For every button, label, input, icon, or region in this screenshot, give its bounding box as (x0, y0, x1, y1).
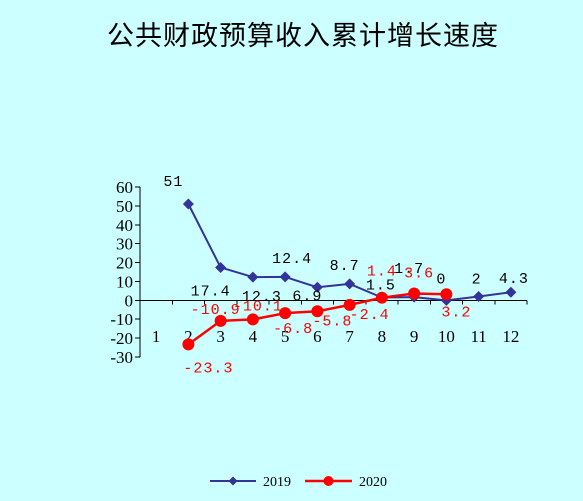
x-tick-label: 2 (184, 327, 193, 346)
data-point-diamond (311, 281, 323, 293)
x-tick-label: 3 (216, 327, 225, 346)
data-point-circle (311, 305, 324, 318)
data-point-circle (182, 338, 195, 351)
series-2020 (182, 287, 453, 351)
data-point-diamond (215, 261, 227, 273)
data-label: 12.4 (272, 251, 312, 268)
data-label: 3.2 (441, 304, 471, 321)
data-point-circle (343, 298, 356, 311)
x-tick-label: 11 (470, 327, 486, 346)
data-point-diamond (344, 278, 356, 290)
data-label: 6.9 (292, 288, 322, 305)
data-label: 1.4 (367, 264, 397, 281)
y-tick-label: 20 (116, 254, 133, 273)
x-tick-label: 7 (345, 327, 354, 346)
data-label: 17.4 (191, 283, 231, 300)
legend-item-2020: 2020 (305, 475, 387, 490)
x-tick-label: 4 (249, 327, 258, 346)
legend-label: 2019 (263, 475, 291, 490)
chart-title: 公共财政预算收入累计增长速度 (107, 21, 499, 52)
data-point-circle (375, 291, 388, 304)
data-point-diamond (505, 286, 517, 298)
series-2019 (182, 198, 517, 306)
y-tick-label: 0 (125, 291, 134, 310)
x-tick-label: 5 (281, 327, 290, 346)
y-tick-label: 10 (116, 272, 133, 291)
data-label: 1.5 (366, 278, 396, 295)
data-label: 4.3 (499, 271, 529, 288)
data-label: 0 (436, 271, 446, 288)
data-label: 8.7 (330, 258, 360, 275)
y-tick-label: 60 (116, 178, 133, 197)
data-label: 12.3 (242, 289, 282, 306)
x-tick-label: 12 (502, 327, 519, 346)
x-tick-label: 6 (313, 327, 322, 346)
data-point-circle (246, 313, 259, 326)
legend-diamond-marker (228, 476, 238, 486)
y-tick-label: -30 (110, 348, 133, 367)
data-labels-2020: -23.3 -10.9-10.1 -6.8 -5.8-2.4 1.4 3.6 3.2 (183, 264, 471, 378)
legend-item-2019: 2019 (210, 475, 291, 490)
data-label: 3.6 (404, 266, 434, 283)
x-tick-label: 1 (152, 327, 161, 346)
data-point-diamond (182, 198, 194, 210)
legend-circle-marker (323, 476, 334, 486)
x-tick-label: 8 (378, 327, 387, 346)
legend-label: 2020 (359, 475, 387, 490)
x-tick-label: 10 (438, 327, 455, 346)
data-labels-2019: 51 17.4 12.3 12.4 6.9 8.7 1.51.7 0 2 4.3 (163, 174, 529, 306)
data-point-diamond (473, 291, 485, 303)
data-point-diamond (247, 271, 259, 283)
legend: 2019 2020 (210, 475, 387, 490)
data-label: -5.8 (312, 313, 352, 330)
y-tick-label: -20 (110, 329, 133, 348)
y-tick-label: -10 (110, 310, 133, 329)
data-label: -10.9 (191, 302, 241, 319)
y-tick-label: 30 (116, 235, 133, 254)
data-point-circle (440, 288, 453, 301)
data-label: -2.4 (350, 307, 390, 324)
data-point-circle (214, 314, 227, 327)
data-label: -10.1 (233, 298, 283, 315)
data-label: 2 (472, 272, 482, 289)
data-label: -6.8 (273, 321, 313, 338)
data-point-circle (279, 307, 292, 320)
x-tick-label: 9 (410, 327, 419, 346)
data-label: -23.3 (183, 360, 233, 377)
data-point-circle (408, 287, 421, 300)
data-label: 51 (163, 174, 183, 191)
y-tick-label: 50 (116, 197, 133, 216)
data-point-diamond (279, 271, 291, 283)
data-label: 1.7 (394, 261, 424, 278)
y-tick-label: 40 (116, 216, 133, 235)
